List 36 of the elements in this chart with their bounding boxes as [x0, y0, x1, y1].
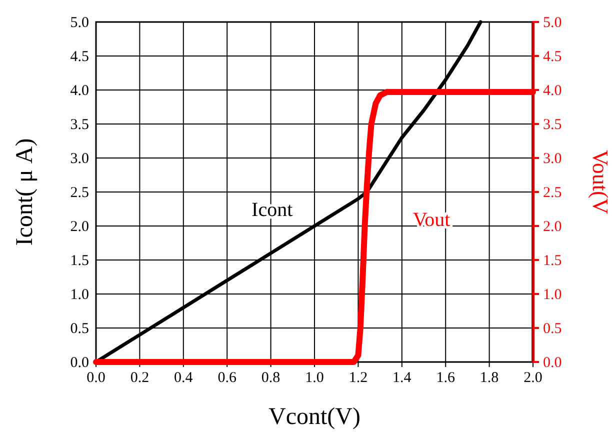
x-tick-label: 0.4	[174, 370, 194, 386]
y-tick-label: 4.5	[70, 49, 89, 65]
y-tick-label: 0.0	[70, 355, 89, 371]
x-tick-label: 1.6	[436, 370, 456, 386]
y-tick-label: 5.0	[70, 15, 89, 31]
y-tick-label: 1.0	[70, 287, 89, 303]
y2-tick-label: 1.5	[543, 253, 562, 269]
y2-tick-label: 0.0	[543, 355, 562, 371]
y2-tick-label: 3.0	[543, 151, 562, 167]
y-tick-label: 1.5	[70, 253, 89, 269]
x-tick-label: 2.0	[524, 370, 542, 386]
x-axis-title: Vcont(V)	[268, 404, 360, 430]
x-tick-label: 1.2	[348, 370, 368, 386]
x-tick-label: 1.8	[480, 370, 499, 386]
y2-tick-label: 0.5	[543, 321, 562, 337]
y2-tick-label: 2.5	[543, 185, 562, 201]
y-tick-label: 4.0	[70, 83, 89, 99]
x-tick-label: 0.8	[261, 370, 280, 386]
y2-tick-label: 3.5	[543, 117, 562, 133]
x-tick-label: 0.6	[218, 370, 237, 386]
y2-axis-title: Vout(V	[588, 150, 613, 214]
y-tick-label: 0.5	[70, 321, 89, 337]
x-tick-label: 1.4	[392, 370, 412, 386]
y2-tick-label: 2.0	[543, 219, 562, 235]
y2-tick-label: 5.0	[543, 15, 562, 31]
y-tick-label: 3.5	[70, 117, 89, 133]
y2-tick-label: 4.0	[543, 83, 562, 99]
y-tick-label: 3.0	[70, 151, 89, 167]
y2-tick-label: 4.5	[543, 49, 562, 65]
x-tick-label: 0.2	[130, 370, 150, 386]
y-tick-label: 2.5	[70, 185, 89, 201]
y-tick-label: 2.0	[70, 219, 89, 235]
x-tick-label: 0.0	[86, 370, 106, 386]
y-axis-title: Icont( μ A)	[12, 138, 38, 246]
x-tick-label: 1.0	[305, 370, 324, 386]
y2-tick-label: 1.0	[543, 287, 562, 303]
